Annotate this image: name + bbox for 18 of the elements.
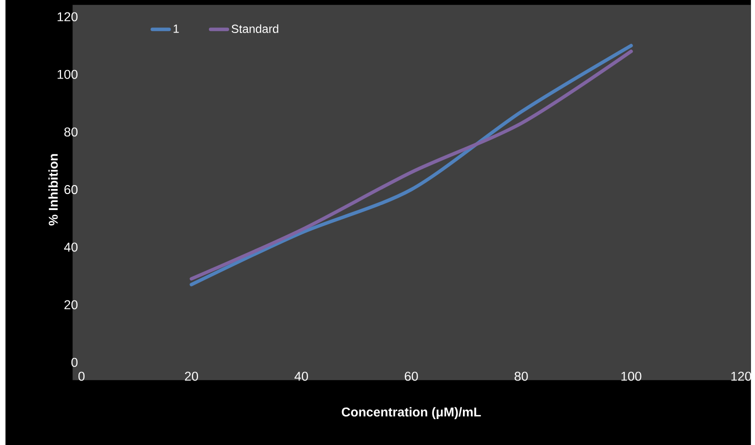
x-tick-label: 60: [404, 372, 418, 381]
x-tick-label: 120: [731, 372, 752, 381]
y-tick-label: 80: [64, 127, 78, 136]
y-tick-label: 20: [64, 300, 78, 310]
y-tick-label: 60: [64, 184, 78, 194]
y-tick-label: 120: [58, 12, 78, 22]
y-tick-label: 100: [58, 70, 78, 79]
legend-label: 1: [174, 24, 179, 33]
x-tick-label: 40: [294, 372, 308, 381]
y-axis-title: % Inhibition: [48, 154, 58, 226]
legend-label: Standard: [232, 24, 278, 33]
x-tick-label: 100: [621, 372, 642, 381]
x-axis-title: Concentration (μM)/mL: [342, 407, 481, 419]
x-tick-label: 80: [514, 372, 528, 381]
y-tick-label: 40: [64, 242, 78, 252]
x-tick-label: 20: [184, 372, 198, 381]
x-tick-label: 0: [78, 372, 85, 381]
y-tick-label: 0: [71, 358, 78, 367]
